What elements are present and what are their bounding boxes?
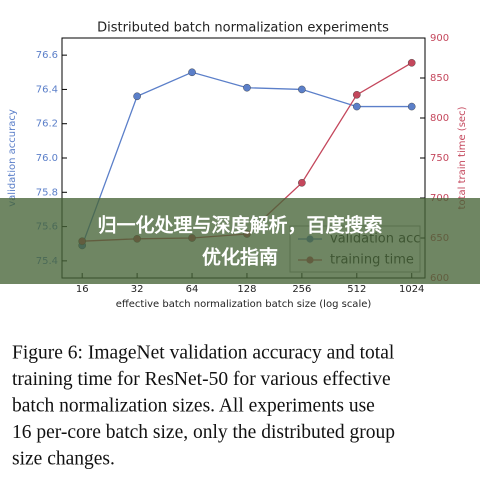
point bbox=[188, 68, 196, 77]
y-tick-label: 76.0 bbox=[36, 153, 58, 164]
y-axis-label: validation accuracy bbox=[7, 109, 18, 207]
point bbox=[243, 83, 251, 92]
caption-line: batch normalization sizes. All experimen… bbox=[12, 395, 375, 416]
caption-line: training time for ResNet-50 for various … bbox=[12, 369, 391, 390]
y2-tick-label: 800 bbox=[430, 113, 449, 124]
x-tick-label: 256 bbox=[292, 284, 311, 295]
point bbox=[407, 102, 416, 111]
y-tick-label: 76.4 bbox=[36, 84, 58, 95]
x-tick-label: 32 bbox=[131, 284, 144, 295]
caption-line: 16 per-core batch size, only the distrib… bbox=[12, 422, 395, 443]
x-axis-label: effective batch normalization batch size… bbox=[116, 299, 372, 310]
chart-title: Distributed batch normalization experime… bbox=[97, 21, 389, 36]
y2-tick-label: 900 bbox=[430, 33, 449, 44]
x-tick-label: 512 bbox=[347, 284, 366, 295]
y2-axis-label: total train time (sec) bbox=[457, 106, 468, 209]
y-tick-label: 76.6 bbox=[36, 50, 58, 61]
caption-line: Figure 6: ImageNet validation accuracy a… bbox=[12, 342, 395, 363]
x-tick-label: 64 bbox=[186, 284, 199, 295]
point bbox=[407, 59, 416, 67]
y-tick-label: 76.2 bbox=[36, 119, 58, 130]
point bbox=[298, 85, 306, 94]
x-tick-label: 128 bbox=[237, 284, 256, 295]
caption-line: size changes. bbox=[12, 448, 115, 469]
banner-text: 优化指南 bbox=[202, 246, 278, 269]
y2-tick-label: 750 bbox=[430, 153, 449, 164]
x-tick-label: 16 bbox=[76, 284, 89, 295]
x-tick-label: 1024 bbox=[399, 284, 424, 295]
point bbox=[298, 178, 306, 187]
banner-text: 归一化处理与深度解析，百度搜索 bbox=[97, 214, 382, 237]
point bbox=[352, 91, 361, 99]
banner bbox=[0, 198, 480, 284]
point bbox=[352, 102, 361, 111]
point bbox=[133, 92, 141, 101]
y2-tick-label: 850 bbox=[430, 73, 449, 84]
y-tick-label: 75.8 bbox=[36, 187, 58, 198]
